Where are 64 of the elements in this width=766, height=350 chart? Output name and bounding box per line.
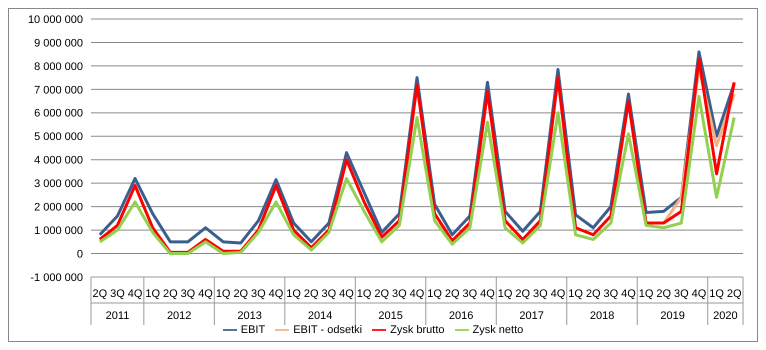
x-tick-label: 4Q [128, 288, 143, 300]
x-tick-label: 2Q [162, 288, 178, 300]
x-tick-label: 4Q [410, 288, 425, 300]
legend-label: Zysk netto [472, 324, 524, 336]
x-tick-label: 1Q [638, 288, 654, 300]
legend-label: EBIT [240, 324, 266, 336]
line-series [98, 94, 736, 256]
y-tick-label: 2 000 000 [34, 202, 83, 214]
x-tick-label: 3Q [603, 288, 619, 300]
x-tick-label: 3Q [110, 288, 126, 300]
text: 2015 [378, 310, 403, 322]
legend-label: Zysk brutto [390, 324, 444, 336]
x-tick-label: 1Q [145, 288, 160, 300]
x-tick-label: 3Q [392, 288, 408, 300]
x-tick-label: 4Q [692, 288, 707, 300]
x-tick-label: 3Q [180, 288, 196, 300]
x-tick-label: 1Q [356, 288, 372, 300]
text: 2017 [519, 310, 544, 322]
x-tick-label: 2Q [444, 288, 460, 300]
x-tick-label: 2Q [515, 288, 531, 300]
x-tick-label: 3Q [251, 288, 266, 300]
x-tick-label: 4Q [339, 288, 354, 300]
x-tick-label: 4Q [550, 288, 566, 300]
y-tick-label: 5 000 000 [34, 131, 83, 144]
y-tick-label: 8 000 000 [34, 60, 83, 73]
x-tick-label: 2Q [656, 288, 672, 300]
text: 2012 [166, 310, 192, 322]
x-tick-label: 4Q [480, 288, 496, 300]
x-tick-label: 2Q [586, 288, 601, 300]
legend-label: EBIT - odsetki [293, 324, 362, 336]
y-tick-label: 3 000 000 [34, 178, 83, 190]
x-tick-label: 1Q [709, 288, 724, 300]
x-tick-label: 3Q [674, 288, 690, 300]
text: 2019 [660, 310, 685, 322]
y-tick-label: 4 000 000 [34, 154, 83, 167]
x-tick-label: 1Q [286, 288, 302, 300]
text: 2016 [448, 310, 474, 322]
y-tick-label: 1 000 000 [34, 224, 83, 237]
text: 2018 [590, 310, 614, 322]
text: 2020 [713, 310, 738, 322]
x-tick-label: 2Q [233, 288, 249, 300]
y-tick-label: 7 000 000 [34, 84, 83, 96]
x-tick-label: 4Q [621, 288, 636, 300]
text: 2014 [308, 310, 332, 322]
x-tick-label: 4Q [198, 288, 214, 300]
x-tick-label: 2Q [374, 288, 390, 300]
y-tick-label: -1 000 000 [30, 272, 83, 284]
x-tick-label: 2Q [92, 288, 108, 300]
x-tick-label: 1Q [216, 288, 231, 300]
x-tick-label: 3Q [322, 288, 337, 300]
x-tick-label: 2Q [726, 288, 742, 300]
x-tick-label: 1Q [568, 288, 584, 300]
text: 2011 [106, 310, 130, 322]
x-tick-label: 4Q [268, 288, 284, 300]
y-tick-label: 9 000 000 [34, 37, 83, 50]
x-tick-label: 1Q [427, 288, 442, 300]
x-tick-label: 2Q [304, 288, 320, 300]
y-tick-label: 0 [76, 248, 83, 260]
x-tick-label: 1Q [498, 288, 513, 300]
x-tick-label: 3Q [533, 288, 548, 300]
y-tick-label: 6 000 000 [34, 108, 83, 120]
y-tick-label: 10 000 000 [28, 14, 83, 26]
text: 2013 [237, 310, 262, 322]
x-tick-label: 3Q [462, 288, 478, 300]
